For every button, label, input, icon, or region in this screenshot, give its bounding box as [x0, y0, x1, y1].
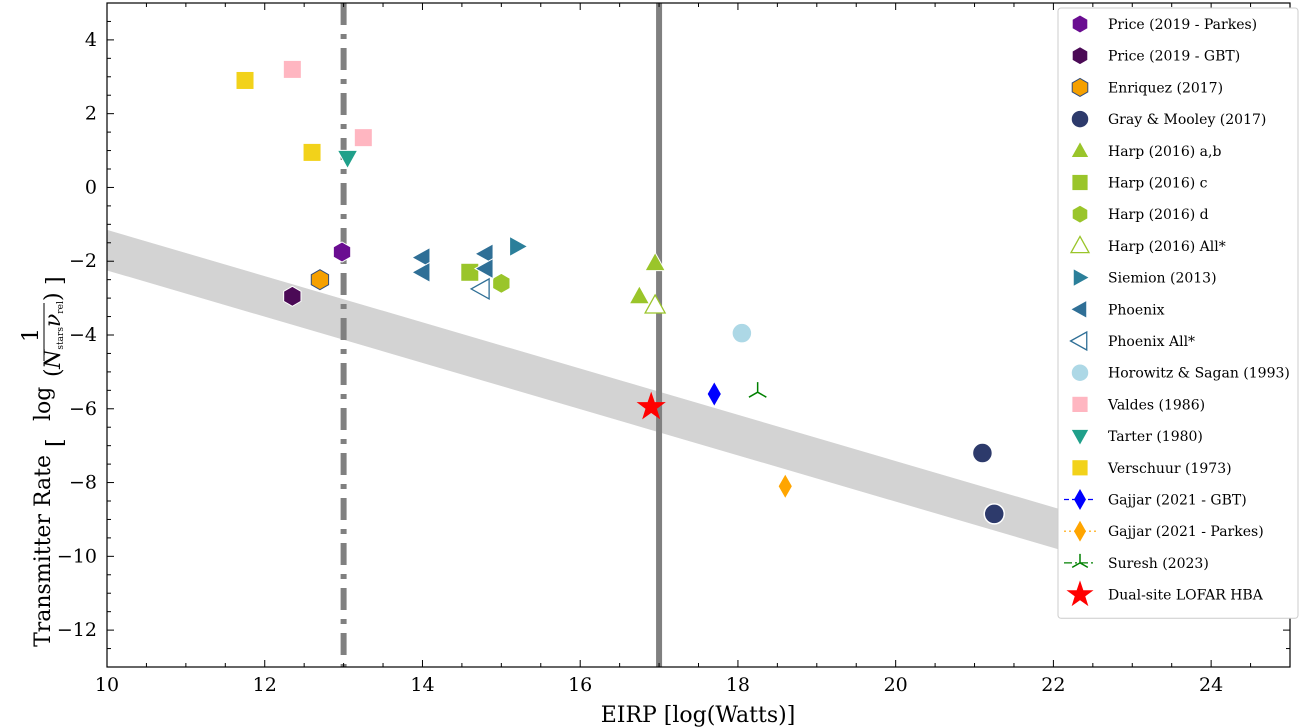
reference-lines: [340, 3, 663, 667]
point-13-0: [336, 149, 359, 170]
point-4-1: [644, 251, 666, 272]
point-15-0: [707, 382, 721, 406]
legend-label-1: Price (2019 - GBT): [1108, 49, 1240, 65]
y-tick-label: −12: [57, 619, 97, 641]
legend-marker-9: [1069, 299, 1088, 320]
y-tick-label: −2: [69, 250, 97, 272]
legend-label-18: Dual-site LOFAR HBA: [1108, 588, 1264, 604]
legend-marker-18: [1066, 580, 1094, 607]
point-16-0: [778, 474, 792, 498]
point-8-0: [509, 235, 529, 258]
legend-label-8: Siemion (2013): [1108, 271, 1217, 287]
y-label-bracket-left: [: [43, 438, 68, 447]
legend-label-4: Harp (2016) a,b: [1108, 144, 1221, 160]
point-2-0: [310, 269, 330, 291]
y-tick-label: −8: [69, 472, 97, 494]
legend-label-15: Gajjar (2021 - GBT): [1108, 493, 1247, 509]
legend-label-14: Verschuur (1973): [1107, 461, 1232, 477]
legend-marker-10: [1069, 330, 1088, 352]
y-label-bracket-right: ]: [43, 276, 68, 285]
legend-marker-2: [1071, 77, 1089, 97]
legend-label-12: Valdes (1986): [1107, 397, 1205, 413]
point-18-0: [636, 391, 666, 420]
legend-marker-5: [1071, 173, 1089, 192]
point-5-0: [460, 262, 480, 282]
legend-label-16: Gajjar (2021 - Parkes): [1108, 524, 1264, 540]
point-10-0: [469, 277, 490, 300]
legend: Price (2019 - Parkes) Price (2019 - GBT) E…: [1057, 7, 1299, 619]
legend-marker-13: [1070, 428, 1090, 447]
y-tick-label: −4: [69, 324, 97, 346]
x-tick-label: 16: [568, 674, 592, 696]
y-label-log: log: [31, 387, 56, 421]
legend-label-6: Harp (2016) d: [1108, 207, 1209, 223]
svg-text:Transmitter Rate: Transmitter Rate: [31, 455, 56, 647]
legend-label-9: Phoenix: [1108, 302, 1165, 318]
y-tick-label: −6: [69, 398, 97, 420]
y-tick-label: 2: [85, 103, 97, 125]
legend-marker-0: [1071, 14, 1089, 34]
point-1-0: [283, 285, 302, 307]
legend-marker-1: [1071, 46, 1089, 66]
legend-marker-7: [1069, 235, 1091, 254]
point-9-0: [410, 246, 431, 269]
legend-marker-15: [1074, 489, 1086, 510]
legend-label-17: Suresh (2023): [1108, 556, 1209, 572]
y-tick-label: 4: [85, 29, 97, 51]
legend-marker-11: [1070, 362, 1090, 383]
y-axis-label-text: Transmitter Rate: [31, 455, 56, 647]
legend-marker-12: [1071, 395, 1089, 413]
point-0-0: [332, 241, 352, 263]
point-3-0: [971, 442, 994, 464]
point-9-2: [474, 242, 494, 265]
legend-marker-14: [1071, 459, 1089, 477]
legend-label-11: Horowitz & Sagan (1993): [1108, 366, 1290, 382]
legend-label-0: Price (2019 - Parkes): [1108, 17, 1257, 33]
legend-marker-4: [1070, 140, 1090, 159]
legend-marker-6: [1071, 204, 1089, 224]
legend-box: [1057, 7, 1299, 619]
x-tick-label: 22: [1041, 674, 1065, 696]
point-9-1: [410, 261, 431, 284]
point-14-1: [302, 142, 322, 162]
legend-label-10: Phoenix All*: [1108, 334, 1195, 350]
point-7-0: [644, 293, 667, 314]
data-points: [235, 59, 1005, 525]
x-tick-label: 18: [726, 674, 750, 696]
legend-label-3: Gray & Mooley (2017): [1108, 112, 1266, 128]
y-label-paren-left: (: [41, 368, 66, 377]
x-tick-label: 24: [1199, 674, 1223, 696]
point-12-0: [282, 59, 302, 79]
x-tick-label: 12: [253, 674, 277, 696]
legend-label-7: Harp (2016) All*: [1108, 239, 1226, 255]
x-tick-label: 14: [410, 674, 434, 696]
point-14-0: [235, 70, 255, 90]
legend-label-5: Harp (2016) c: [1108, 176, 1208, 192]
point-9-3: [474, 257, 494, 280]
y-label-fraction-den: Nstarsνrel: [41, 301, 66, 370]
point-4-0: [628, 284, 651, 305]
y-label-fraction-num: 1: [19, 328, 44, 342]
point-17-0: [748, 382, 767, 398]
y-label-paren-right: ): [41, 292, 66, 301]
legend-marker-16: [1074, 520, 1086, 542]
y-tick-label: 0: [85, 176, 97, 198]
point-12-1: [353, 128, 373, 148]
legend-label-13: Tarter (1980): [1108, 429, 1203, 445]
legend-label-2: Enriquez (2017): [1108, 80, 1223, 96]
point-6-0: [492, 272, 511, 294]
point-3-1: [983, 503, 1005, 525]
y-axis-label: Transmitter Rate [ log ( 1 Nstarsνrel ) …: [19, 276, 68, 647]
legend-marker-8: [1072, 267, 1091, 288]
x-tick-label: 20: [884, 674, 908, 696]
x-axis-label: EIRP [log(Watts)]: [601, 703, 796, 728]
x-tick-label: 10: [95, 674, 119, 696]
legend-marker-3: [1070, 109, 1090, 129]
point-11-0: [731, 322, 753, 344]
legend-marker-17: [1071, 553, 1089, 569]
y-tick-label: −10: [57, 545, 97, 567]
